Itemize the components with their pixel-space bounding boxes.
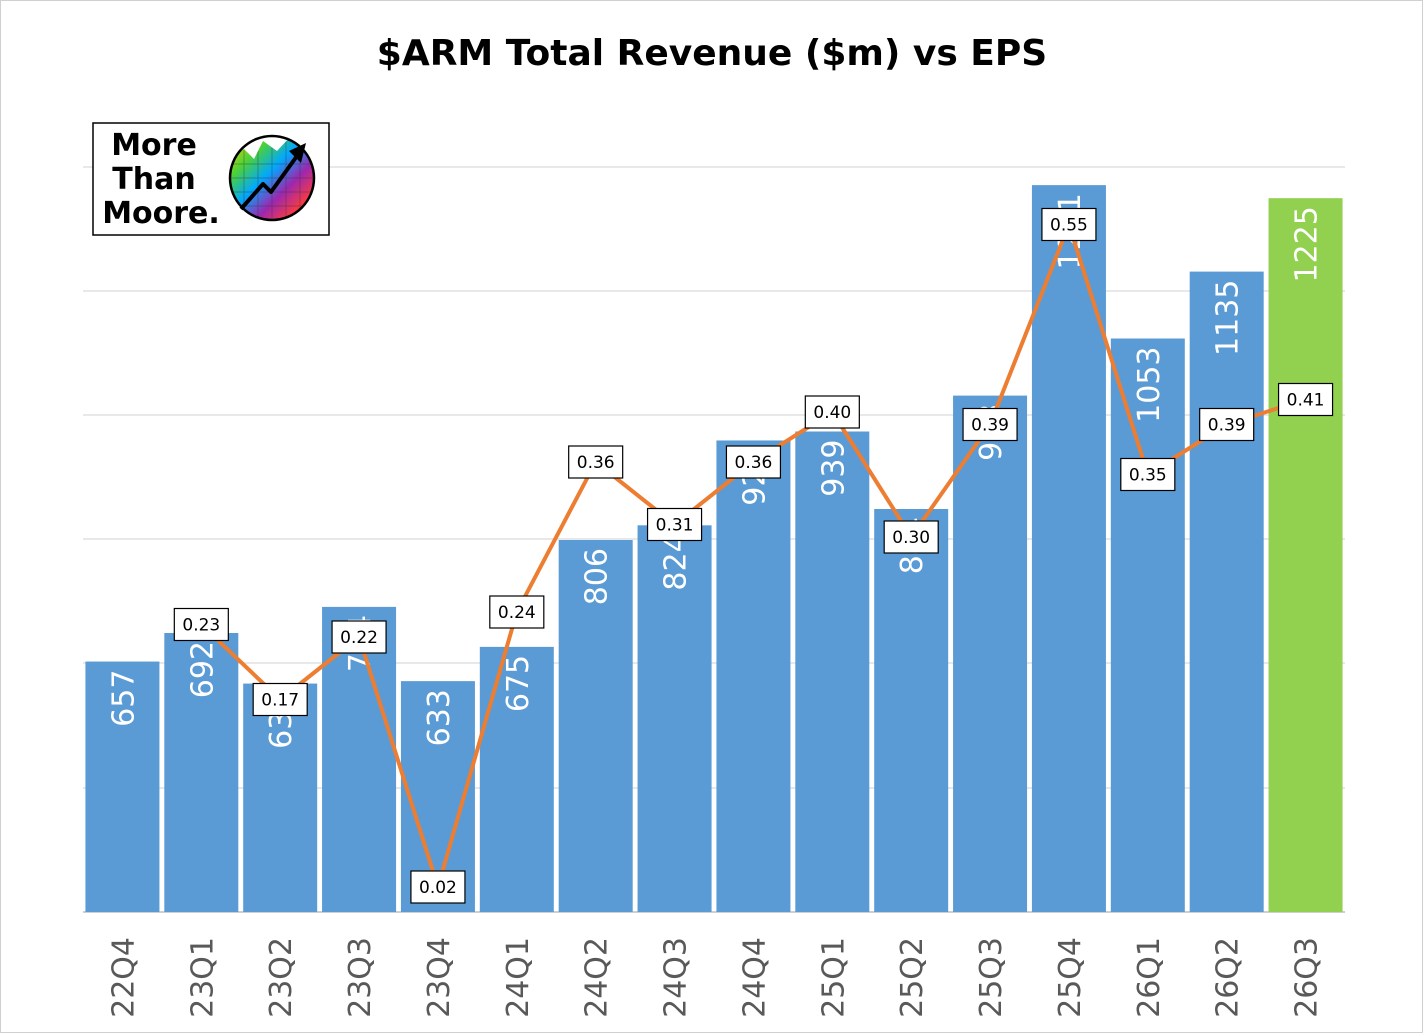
eps-data-label: 0.22 [331, 620, 387, 654]
eps-data-label: 0.35 [1120, 457, 1176, 492]
eps-label-box [173, 607, 229, 642]
more-than-moore-logo: More Than Moore. [92, 122, 330, 236]
eps-data-label: 0.24 [489, 595, 545, 629]
eps-label-box [962, 407, 1018, 442]
category-label: 26Q3 [1290, 937, 1325, 1018]
eps-label-text: 0.36 [577, 453, 615, 473]
revenue-bar [243, 683, 318, 912]
category-label: 26Q2 [1211, 937, 1246, 1018]
eps-data-label: 0.31 [646, 507, 703, 542]
revenue-bar [85, 661, 160, 912]
category-label: 25Q3 [974, 937, 1009, 1018]
logo-line-3: Moore. [102, 196, 220, 231]
eps-data-label: 0.40 [804, 395, 860, 429]
eps-data-label: 0.55 [1041, 207, 1097, 242]
eps-label-text: 0.41 [1287, 391, 1325, 411]
eps-data-label: 0.41 [1277, 382, 1334, 417]
eps-label-box [252, 682, 308, 717]
eps-label-text: 0.22 [340, 628, 378, 648]
eps-label-box [489, 595, 545, 629]
revenue-bar [716, 440, 791, 912]
eps-label-text: 0.23 [182, 616, 220, 636]
revenue-label: 1135 [1211, 280, 1246, 356]
rainbow-chart-globe-icon [228, 134, 316, 222]
logo-line-2: Than [112, 162, 195, 197]
logo-line-1: More [111, 128, 197, 163]
category-label: 22Q4 [106, 937, 141, 1018]
eps-data-label: 0.02 [410, 870, 466, 904]
revenue-bar [558, 540, 633, 912]
eps-data-label: 0.36 [725, 445, 782, 479]
eps-label-text: 0.24 [498, 603, 536, 623]
category-label: 23Q3 [343, 937, 378, 1018]
revenue-bar [1110, 338, 1185, 912]
revenue-bar [164, 633, 239, 912]
revenue-bars [85, 185, 1343, 913]
category-label: 24Q3 [659, 937, 694, 1018]
eps-label-text: 0.36 [735, 453, 773, 473]
category-label: 25Q4 [1053, 937, 1088, 1018]
revenue-bar [1189, 271, 1264, 913]
eps-labels: 0.23 0.17 0.22 0.02 0.24 0.36 0.31 0.36 0.40 0.30… [173, 207, 1334, 904]
category-label: 23Q2 [264, 937, 299, 1018]
eps-label-text: 0.40 [813, 403, 851, 423]
category-label: 24Q1 [501, 937, 536, 1018]
eps-label-text: 0.39 [971, 416, 1009, 436]
eps-label-box [804, 395, 860, 429]
revenue-label: 675 [501, 655, 536, 712]
eps-label-text: 0.17 [261, 691, 299, 711]
category-label: 25Q1 [816, 937, 851, 1018]
revenue-label: 1053 [1132, 347, 1167, 423]
eps-data-label: 0.30 [883, 520, 939, 554]
eps-data-label: 0.23 [173, 607, 229, 642]
eps-label-text: 0.55 [1050, 216, 1088, 236]
eps-label-text: 0.02 [419, 878, 457, 898]
eps-label-box [883, 520, 939, 554]
eps-data-label: 0.36 [568, 445, 624, 479]
revenue-bar [1268, 198, 1343, 912]
category-label: 23Q4 [422, 937, 457, 1018]
revenue-label: 692 [185, 641, 220, 698]
revenue-label: 657 [106, 670, 141, 727]
eps-label-box [568, 445, 624, 479]
eps-data-label: 0.39 [1199, 407, 1255, 442]
revenue-bar [953, 395, 1028, 913]
category-label: 23Q1 [185, 937, 220, 1018]
eps-label-box [1277, 382, 1334, 417]
revenue-label: 806 [580, 548, 615, 605]
eps-data-label: 0.39 [962, 407, 1018, 442]
eps-label-box [1041, 207, 1097, 242]
category-label: 24Q4 [737, 937, 772, 1018]
revenue-bar [874, 509, 949, 912]
category-label: 25Q2 [895, 937, 930, 1018]
eps-label-box [646, 507, 703, 542]
eps-label-box [410, 870, 466, 904]
revenue-label: 939 [816, 440, 851, 497]
category-label: 24Q2 [580, 937, 615, 1018]
revenue-bar [795, 431, 870, 912]
category-labels: 22Q4 23Q1 23Q2 23Q3 23Q4 24Q1 24Q2 24Q3 24Q4 25Q1… [106, 937, 1324, 1018]
revenue-label: 824 [659, 533, 694, 590]
chart-title: $ARM Total Revenue ($m) vs EPS [377, 33, 1047, 74]
eps-label-box [1120, 457, 1176, 492]
revenue-label: 633 [422, 689, 457, 746]
revenue-bar [637, 525, 712, 912]
eps-label-box [331, 620, 387, 654]
eps-label-text: 0.39 [1208, 416, 1246, 436]
eps-label-text: 0.35 [1129, 466, 1167, 486]
eps-label-text: 0.30 [892, 528, 930, 548]
eps-data-label: 0.17 [252, 682, 308, 717]
eps-label-box [725, 445, 782, 479]
category-label: 26Q1 [1132, 937, 1167, 1018]
eps-label-box [1199, 407, 1255, 442]
revenue-label: 1225 [1290, 206, 1325, 282]
eps-label-text: 0.31 [656, 516, 694, 536]
